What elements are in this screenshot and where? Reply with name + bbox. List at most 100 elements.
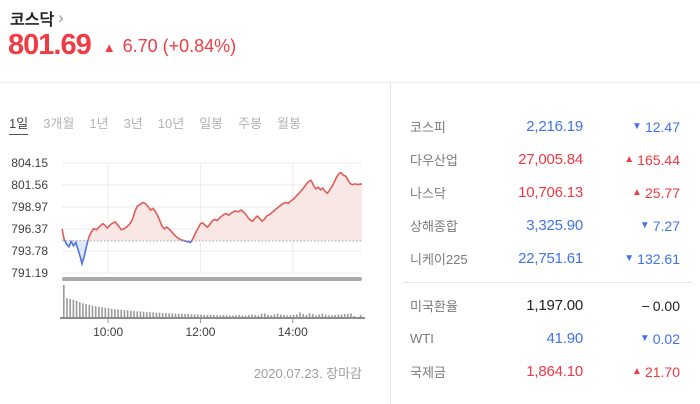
volume-bar — [161, 313, 164, 319]
market-value: 41.90 — [546, 330, 583, 347]
y-axis-label: 801.56 — [11, 178, 48, 192]
volume-bar — [91, 305, 94, 318]
volume-bar — [117, 309, 119, 318]
market-row-wti[interactable]: WTI 41.90 ▼ 0.02 — [391, 322, 700, 355]
market-change: ▼ 0.02 — [583, 331, 680, 347]
volume-bar — [232, 315, 234, 318]
volume-bar — [146, 312, 148, 318]
change-value: 12.47 — [644, 118, 680, 135]
tab-3m[interactable]: 3개월 — [43, 116, 75, 131]
market-value: 3,325.90 — [526, 217, 583, 234]
market-row-nasdaq[interactable]: 나스닥 10,706.13 ▲ 25.77 — [391, 176, 700, 209]
volume-bar — [229, 315, 231, 318]
market-label: 국제금 — [410, 365, 446, 380]
y-axis-label: 793.78 — [11, 244, 48, 258]
volume-bar — [197, 314, 199, 318]
volume-bar — [104, 307, 107, 318]
y-axis-label: 796.37 — [11, 222, 48, 236]
tab-3y[interactable]: 3년 — [123, 116, 143, 131]
tab-1y[interactable]: 1년 — [89, 116, 109, 131]
volume-bar — [305, 314, 308, 318]
volume-bar — [238, 315, 241, 318]
world-indices-sidebar: 코스피 2,216.19 ▼ 12.47 다우산업 27,005.84 ▲ 165.44 나스닥… — [391, 83, 700, 404]
market-change: ▲ 25.77 — [583, 185, 680, 201]
volume-bar — [350, 313, 352, 318]
volume-bar — [66, 298, 68, 318]
volume-bar — [289, 315, 292, 318]
volume-bar — [270, 315, 272, 318]
volume-bar — [126, 310, 129, 318]
volume-bar — [120, 309, 122, 319]
volume-bar — [213, 315, 215, 318]
volume-bar — [257, 315, 260, 318]
volume-bar — [331, 315, 333, 318]
current-price-row: 801.69 ▲ 6.70 (+0.84%) — [8, 29, 236, 62]
volume-bar — [267, 314, 269, 318]
panel-divider — [390, 83, 391, 404]
market-row-shanghai[interactable]: 상해종합 3,325.90 ▼ 7.27 — [391, 209, 700, 242]
market-change: −0.00 — [583, 298, 680, 314]
volume-bar — [260, 313, 263, 318]
volume-bar — [299, 312, 301, 318]
volume-bar — [283, 315, 285, 318]
volume-bar — [142, 311, 145, 318]
volume-bar — [340, 314, 343, 318]
volume-bar — [203, 314, 205, 318]
volume-bar — [98, 306, 100, 318]
chevron-right-icon: › — [58, 8, 64, 27]
market-value: 22,751.61 — [518, 250, 583, 267]
volume-bar — [219, 315, 221, 318]
market-row-gold[interactable]: 국제금 1,864.10 ▲ 21.70 — [391, 355, 700, 388]
tab-10y[interactable]: 10년 — [157, 116, 185, 131]
market-value: 10,706.13 — [518, 184, 583, 201]
volume-bar — [130, 310, 132, 318]
volume-bar — [280, 314, 282, 318]
volume-bar — [63, 285, 65, 318]
market-value: 1,197.00 — [526, 297, 583, 314]
tab-weekly[interactable]: 주봉 — [238, 116, 263, 131]
volume-bar — [311, 314, 314, 318]
price-area-up — [62, 172, 362, 241]
volume-bar — [318, 314, 320, 318]
volume-bar — [321, 313, 324, 318]
volume-bar — [85, 304, 87, 318]
volume-bar — [187, 314, 190, 318]
x-axis-label: 12:00 — [185, 325, 215, 339]
change-value: 165.44 — [637, 151, 680, 168]
y-axis-label: 798.97 — [11, 200, 48, 214]
volume-bar — [222, 315, 225, 318]
change-value: 7.27 — [652, 217, 680, 234]
page-title: 코스닥 — [10, 12, 55, 29]
volume-bar — [343, 314, 346, 318]
market-row-usdkrw[interactable]: 미국환율 1,197.00−0.00 — [391, 289, 700, 322]
volume-bar — [123, 310, 126, 318]
y-axis-label: 804.15 — [11, 156, 48, 170]
volume-bar — [181, 314, 183, 318]
market-change: ▼ 7.27 — [583, 218, 680, 234]
market-row-kospi[interactable]: 코스피 2,216.19 ▼ 12.47 — [391, 110, 700, 143]
market-row-nikkei225[interactable]: 니케이225 22,751.61 ▼ 132.61 — [391, 242, 700, 275]
tab-1d[interactable]: 1일 — [9, 113, 29, 135]
market-value: 27,005.84 — [518, 151, 583, 168]
index-title-link[interactable]: 코스닥 › — [10, 6, 64, 30]
market-close-date: 2020.07.23. 장마감 — [253, 366, 362, 381]
volume-bar — [107, 308, 110, 318]
price-chart: 804.15 801.56 798.97 796.37 793.78 791.19 10:0… — [11, 156, 365, 339]
volume-bar — [248, 315, 250, 318]
market-label: 다우산업 — [410, 153, 458, 168]
change-value: 21.70 — [644, 363, 680, 380]
volume-bar — [158, 312, 161, 318]
volume-bar — [292, 315, 295, 318]
volume-bar — [209, 315, 212, 318]
x-axis-label: 10:00 — [93, 325, 123, 339]
volume-bar — [184, 314, 186, 318]
price-change: 6.70 (+0.84%) — [122, 36, 237, 56]
volume-bar — [216, 315, 218, 318]
tab-daily[interactable]: 일봉 — [199, 116, 224, 131]
chart-scrollbar[interactable] — [62, 277, 362, 281]
volume-bar — [133, 311, 135, 318]
market-row-dow[interactable]: 다우산업 27,005.84 ▲ 165.44 — [391, 143, 700, 176]
tab-monthly[interactable]: 월봉 — [277, 116, 301, 131]
up-arrow-icon: ▲ — [632, 365, 642, 377]
